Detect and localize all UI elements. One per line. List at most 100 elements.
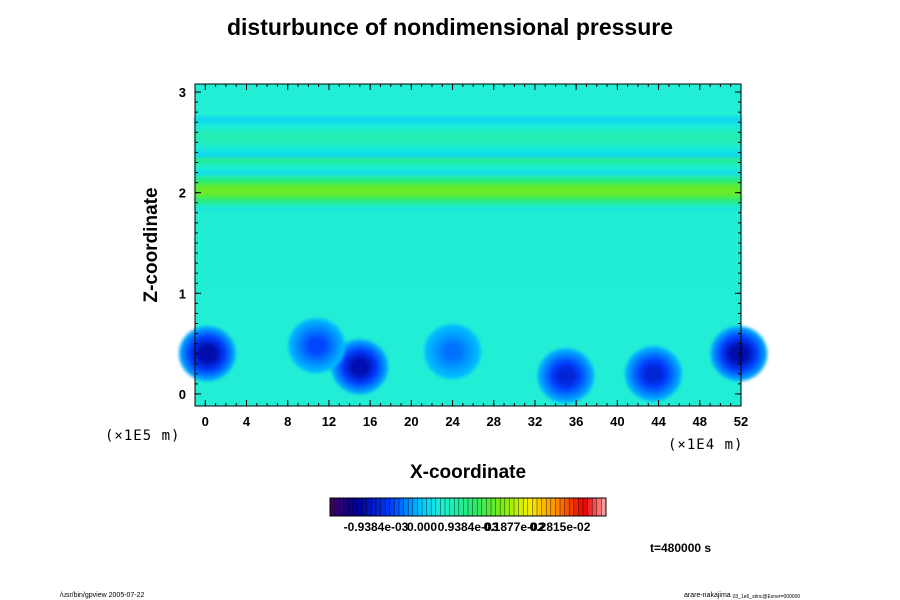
x-tick-label: 8 (284, 414, 291, 429)
x-tick-label: 4 (243, 414, 251, 429)
colorbar-segment (376, 498, 381, 516)
pressure-cell (307, 337, 326, 354)
colorbar-segment (601, 498, 607, 516)
colorbar (329, 497, 607, 517)
heatmap-field (178, 117, 768, 404)
colorbar-segment (592, 498, 598, 516)
footer-right-main: arare-nakajima (684, 592, 731, 599)
colorbar-segment (458, 498, 464, 516)
chart-title: disturbunce of nondimensional pressure (226, 14, 673, 40)
footer-right-sub: 03_1e6_stinc@Exner=000000 (733, 594, 801, 600)
colorbar-segment (569, 498, 575, 516)
colorbar-segment (426, 498, 432, 516)
pressure-cell (198, 345, 217, 362)
colorbar-segment (560, 498, 565, 516)
y-axis-title: Z-coordinate (141, 187, 162, 302)
colorbar-segment (449, 498, 455, 516)
colorbar-segment (445, 498, 450, 516)
colorbar-segment (343, 498, 349, 516)
colorbar-segment (477, 498, 483, 516)
y-tick-label: 2 (179, 186, 186, 201)
colorbar-segment (578, 498, 584, 516)
pressure-cell (644, 365, 663, 382)
colorbar-segment (468, 498, 473, 516)
colorbar-segment (509, 498, 515, 516)
colorbar-segment (334, 498, 340, 516)
x-tick-label: 16 (363, 414, 377, 429)
colorbar-segment (435, 498, 441, 516)
time-label: t=480000 s (650, 541, 711, 555)
colorbar-segment (431, 498, 437, 516)
colorbar-segment (366, 498, 372, 516)
footer-left: /usr/bin/gpview 2005-07-22 (60, 592, 145, 599)
colorbar-segment (550, 498, 556, 516)
colorbar-segment (353, 498, 358, 516)
colorbar-segment (555, 498, 561, 516)
x-tick-label: 0 (202, 414, 209, 429)
colorbar-segment (389, 498, 395, 516)
pressure-cell (350, 358, 370, 375)
colorbar-tick-label: 0.000 (407, 520, 437, 534)
colorbar-tick-label: 0.1877e-02 (484, 520, 545, 534)
x-tick-label: 12 (322, 414, 336, 429)
x-tick-label: 40 (610, 414, 624, 429)
colorbar-segment (504, 498, 510, 516)
colorbar-segment (408, 498, 414, 516)
pressure-cell (443, 343, 462, 360)
colorbar-segment (371, 498, 377, 516)
colorbar-labels: -0.9384e-030.000 0.9384e-030.1877e-020.28… (344, 520, 591, 534)
x-tick-label: 24 (445, 414, 460, 429)
colorbar-segment (422, 498, 427, 516)
colorbar-segment (527, 498, 533, 516)
colorbar-segment (463, 498, 469, 516)
colorbar-tick-label: 0.9384e-03 (438, 520, 499, 534)
colorbar-segment (546, 498, 552, 516)
x-axis-unit: (×1E4 m) (668, 437, 743, 453)
colorbar-segment (362, 498, 368, 516)
colorbar-segment (440, 498, 446, 516)
colorbar-segment (596, 498, 602, 516)
colorbar-segment (357, 498, 363, 516)
colorbar-segment (417, 498, 423, 516)
colorbar-segment (587, 498, 593, 516)
footer-right: arare-nakajima 03_1e6_stinc@Exner=000000 (684, 592, 800, 600)
colorbar-segment (500, 498, 506, 516)
y-axis-unit: (×1E5 m) (105, 428, 180, 444)
colorbar-segment (491, 498, 496, 516)
x-tick-label: 48 (693, 414, 707, 429)
pressure-plateau (195, 217, 741, 289)
x-tick-label: 28 (487, 414, 501, 429)
colorbar-segment (532, 498, 538, 516)
colorbar-segment (394, 498, 400, 516)
colorbar-segment (403, 498, 409, 516)
colorbar-segment (454, 498, 460, 516)
colorbar-segment (537, 498, 542, 516)
x-tick-label: 20 (404, 414, 418, 429)
x-axis-title: X-coordinate (410, 462, 526, 483)
x-tick-label: 36 (569, 414, 583, 429)
colorbar-segment (481, 498, 487, 516)
pressure-band (195, 185, 741, 196)
colorbar-segment (472, 498, 478, 516)
colorbar-segment (399, 498, 404, 516)
colorbar-segment (412, 498, 418, 516)
y-tick-label: 0 (179, 387, 186, 402)
colorbar-segment (380, 498, 386, 516)
y-tick-label: 1 (179, 286, 186, 301)
plot-frame (194, 83, 742, 407)
colorbar-tick-label: -0.9384e-03 (344, 520, 409, 534)
y-tick-label: 3 (179, 85, 186, 100)
colorbar-segment (385, 498, 391, 516)
pressure-cell (556, 367, 576, 385)
colorbar-segment (495, 498, 501, 516)
colorbar-segment (564, 498, 570, 516)
x-tick-label: 44 (651, 414, 666, 429)
colorbar-segment (541, 498, 547, 516)
colorbar-segment (583, 498, 588, 516)
x-tick-label: 52 (734, 414, 748, 429)
x-tick-label: 32 (528, 414, 542, 429)
colorbar-tick-label: 0.2815e-02 (530, 520, 591, 534)
pressure-band (195, 132, 741, 143)
